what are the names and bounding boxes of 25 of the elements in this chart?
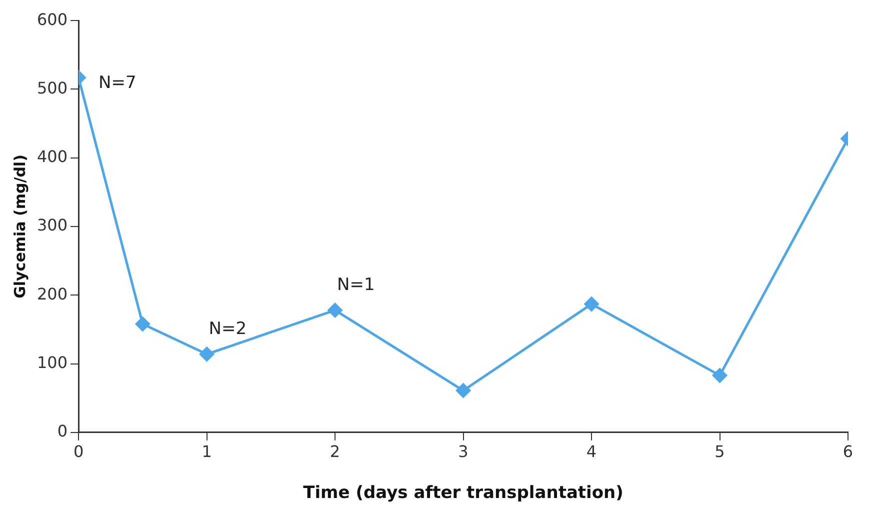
point [712, 368, 728, 383]
x-tick-label: 1 [202, 442, 212, 462]
y-axis-title: Glycemia (mg/dl) [10, 154, 29, 298]
x-tick-label: 0 [73, 442, 84, 462]
point [200, 346, 214, 362]
x-tick-label: 4 [586, 442, 597, 462]
annotation: N=7 [98, 72, 136, 93]
y-tick-label: 300 [36, 216, 68, 235]
y-tick-label: 400 [36, 147, 68, 166]
x-axis-title: Time (days after transplantation) [303, 483, 624, 504]
y-tick-label: 0 [57, 422, 68, 441]
x-tick-label: 6 [842, 442, 854, 462]
x-tick-label: 3 [458, 442, 468, 462]
y-tick-label: 100 [36, 352, 68, 372]
y-tick-label: 600 [36, 10, 68, 29]
y-tick-label: 200 [36, 284, 68, 304]
point [135, 316, 150, 332]
point [328, 302, 342, 318]
x-tick-label: 5 [714, 442, 725, 462]
annotation: N=1 [337, 275, 375, 296]
annotation: N=2 [208, 319, 247, 340]
x-tick-label: 2 [330, 442, 340, 462]
y-tick-label: 500 [36, 78, 68, 98]
point [584, 296, 599, 312]
point [456, 383, 471, 398]
